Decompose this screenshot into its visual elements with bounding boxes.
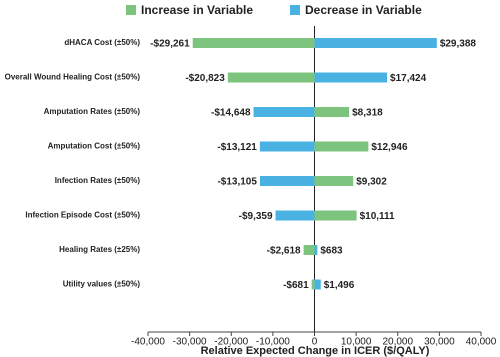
bar (314, 279, 321, 290)
value-label: $9,302 (356, 177, 387, 188)
bar (259, 141, 315, 152)
category-label: Infection Episode Cost (±50%) (25, 211, 140, 220)
x-tick-label: 40,000 (466, 337, 497, 348)
bar (314, 210, 357, 221)
x-tick-label: 10,000 (341, 337, 372, 348)
value-label: $12,946 (371, 142, 408, 153)
bar (311, 279, 315, 290)
value-label: -$14,648 (211, 108, 251, 119)
category-label: dHACA Cost (±50%) (64, 38, 140, 47)
legend-label: Increase in Variable (141, 3, 253, 17)
value-label: -$9,359 (239, 211, 273, 222)
legend-swatch (290, 5, 300, 15)
value-label: -$13,121 (217, 142, 257, 153)
value-label: $683 (320, 246, 343, 257)
category-label: Overall Wound Healing Cost (±50%) (5, 73, 141, 82)
bar (314, 107, 350, 117)
value-label: -$20,823 (185, 73, 225, 84)
value-label: $29,388 (440, 39, 477, 50)
bar (314, 176, 354, 186)
category-label: Infection Rates (±50%) (55, 176, 141, 185)
bar (227, 72, 315, 83)
x-tick-label: -10,000 (256, 337, 290, 348)
legend-swatch (126, 5, 136, 15)
bar (192, 38, 315, 48)
x-tick-label: 30,000 (424, 337, 455, 348)
value-label: $10,111 (360, 211, 395, 222)
bar (314, 38, 437, 48)
x-tick-label: -40,000 (131, 337, 165, 348)
x-tick-label: -30,000 (173, 337, 207, 348)
x-tick-label: -20,000 (214, 337, 248, 348)
category-label: Healing Rates (±25%) (59, 245, 140, 254)
value-label: -$29,261 (150, 39, 190, 50)
value-label: $8,318 (352, 108, 383, 119)
bar (275, 210, 315, 221)
bar (303, 245, 315, 255)
bar (253, 107, 315, 117)
value-label: -$681 (283, 280, 309, 291)
bar (314, 141, 369, 152)
category-label: Utility values (±50%) (63, 280, 141, 289)
value-label: $17,424 (390, 73, 427, 84)
x-axis-label: Relative Expected Change in ICER ($/QALY… (201, 345, 430, 357)
bar (314, 72, 388, 83)
category-label: Amputation Cost (±50%) (48, 142, 141, 151)
legend-label: Decrease in Variable (305, 3, 422, 17)
value-label: $1,496 (324, 280, 355, 291)
bar (259, 176, 315, 186)
category-label: Amputation Rates (±50%) (44, 107, 141, 116)
value-label: -$2,618 (267, 246, 301, 257)
bar (314, 245, 318, 255)
value-label: -$13,105 (217, 177, 257, 188)
x-tick-label: 0 (312, 337, 318, 348)
x-tick-label: 20,000 (382, 337, 413, 348)
